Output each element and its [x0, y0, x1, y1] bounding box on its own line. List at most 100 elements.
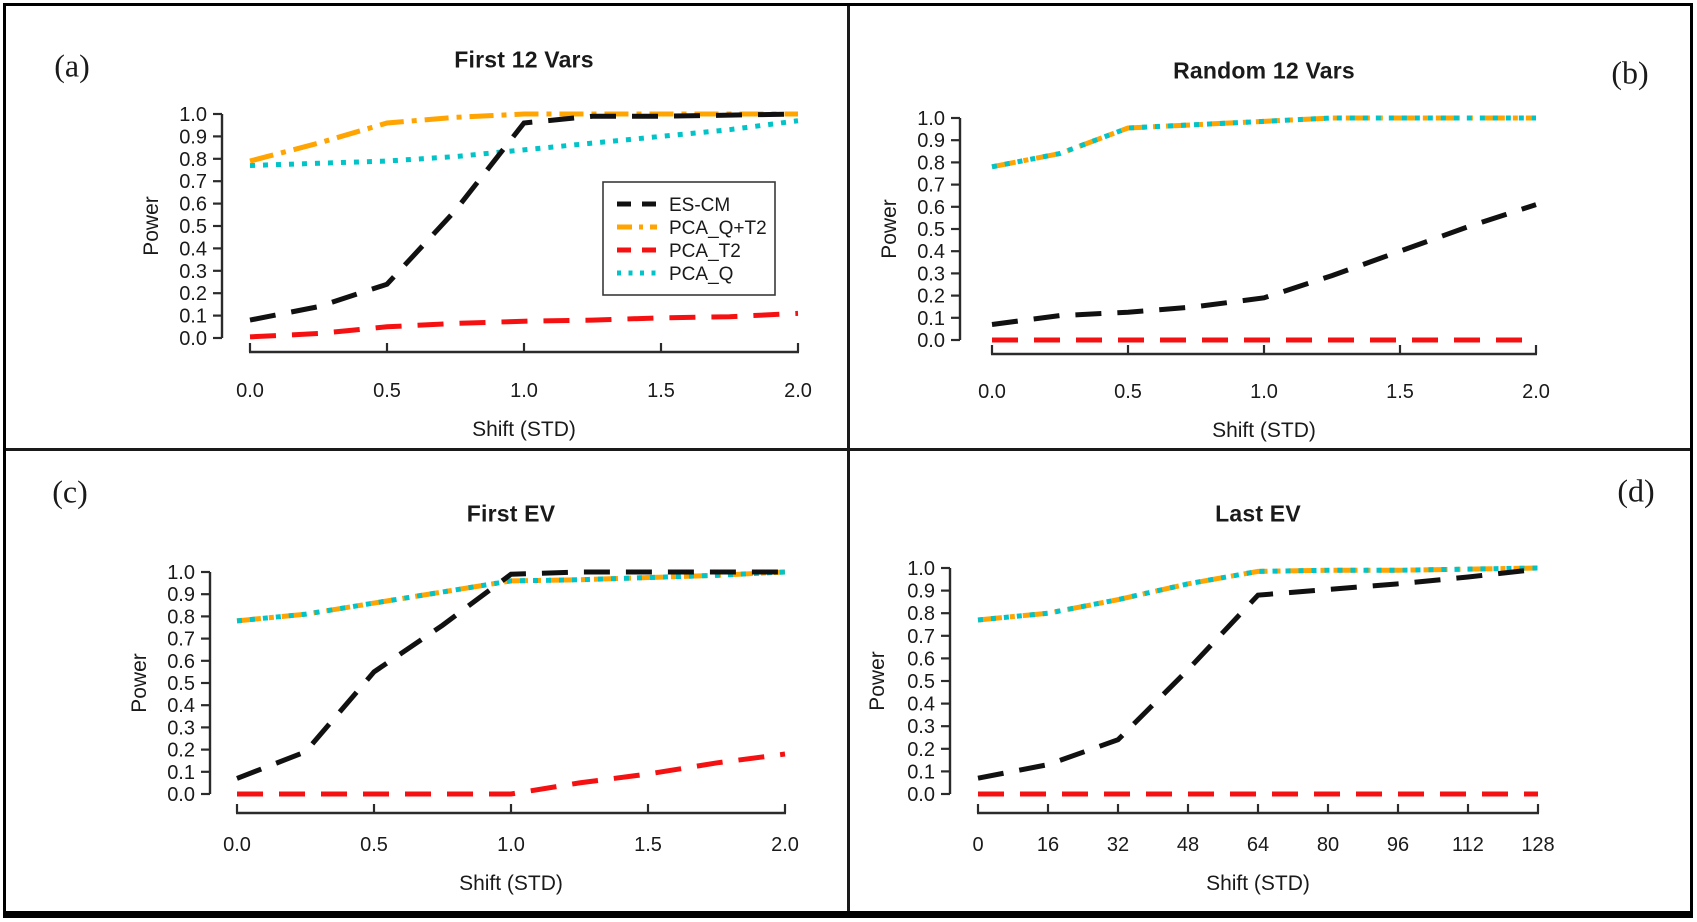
y-tick-label: 0.1: [179, 306, 207, 328]
y-tick-label: 0.2: [917, 286, 945, 308]
y-tick-label: 1.0: [179, 104, 207, 126]
y-tick-label: 0.6: [917, 197, 945, 219]
panel-c-title: First EV: [466, 500, 556, 527]
panel-c-y-axis-label: Power: [128, 653, 151, 713]
x-tick-label: 112: [1452, 834, 1484, 856]
x-tick-label: 1.5: [1386, 381, 1414, 403]
x-tick-label: 1.5: [634, 834, 662, 856]
legend-label: ES-CM: [669, 195, 730, 216]
panel-c-x-axis-label: Shift (STD): [459, 872, 563, 895]
y-tick-label: 0.1: [167, 762, 195, 784]
panel-d-y-axis-label: Power: [866, 651, 889, 711]
y-tick-label: 0.5: [907, 671, 935, 693]
y-tick-label: 0.9: [917, 130, 945, 152]
x-tick-label: 16: [1037, 834, 1059, 856]
x-tick-label: 1.0: [497, 834, 525, 856]
y-tick-label: 0.3: [907, 716, 935, 738]
x-tick-label: 1.0: [1250, 381, 1278, 403]
y-tick-label: 0.6: [179, 194, 207, 216]
panel-b-y-axis-label: Power: [878, 199, 901, 259]
y-tick-label: 0.8: [179, 149, 207, 171]
panel-a-x-axis-label: Shift (STD): [472, 418, 576, 441]
x-tick-label: 0.5: [360, 834, 388, 856]
y-tick-label: 0.8: [917, 152, 945, 174]
x-tick-label: 80: [1317, 834, 1339, 856]
panel-b-series-pca-q: [991, 115, 1536, 170]
y-tick-label: 0.4: [917, 241, 945, 263]
y-tick-label: 0.8: [167, 606, 195, 628]
panel-d-x-axis-label: Shift (STD): [1206, 872, 1310, 895]
panel-d-corner-label: (d): [1617, 472, 1655, 509]
panel-c-series-es-cm: [236, 569, 785, 781]
legend-label: PCA_T2: [669, 241, 741, 262]
panel-d-title: Last EV: [1215, 500, 1301, 527]
y-tick-label: 0.7: [167, 629, 195, 651]
legend-box: [602, 181, 776, 296]
x-tick-label: 2.0: [1522, 381, 1550, 403]
panel-b-corner-label: (b): [1611, 54, 1649, 91]
y-tick-label: 0.0: [907, 784, 935, 806]
x-tick-label: 1.0: [510, 380, 538, 402]
panel-a-plot: 0.00.10.20.30.40.50.60.70.80.91.00.0 0.5 1…: [179, 104, 812, 402]
x-tick-label: 0.5: [373, 380, 401, 402]
y-tick-label: 0.1: [907, 761, 935, 783]
y-tick-label: 0.5: [179, 216, 207, 238]
panel-b-x-axis-label: Shift (STD): [1212, 419, 1316, 442]
x-tick-label: 2.0: [771, 834, 799, 856]
panel-divider-horizontal: [4, 448, 1692, 451]
panel-a-y-axis: 0.00.10.20.30.40.50.60.70.80.91.0: [179, 104, 224, 350]
y-tick-label: 0.3: [179, 261, 207, 283]
panel-b-series-pca-q-t2: [991, 115, 1536, 170]
panel-b-y-axis: 0.00.10.20.30.40.50.60.70.80.91.0: [917, 108, 962, 352]
y-tick-label: 0.0: [167, 784, 195, 806]
panel-a-corner-label: (a): [54, 47, 90, 84]
panel-divider-vertical: [847, 4, 850, 916]
y-tick-label: 0.9: [907, 581, 935, 603]
x-tick-label: 0.0: [236, 380, 264, 402]
y-tick-label: 0.0: [917, 330, 945, 352]
panel-c-plot: 0.00.10.20.30.40.50.60.70.80.91.00.0 0.5 1…: [167, 562, 799, 856]
panel-c-series-pca-t2: [237, 751, 786, 797]
y-tick-label: 0.6: [167, 651, 195, 673]
y-tick-label: 0.3: [167, 717, 195, 739]
y-tick-label: 0.2: [907, 739, 935, 761]
panel-d-x-axis: 0 16 32 48 64 80 96 112 128: [972, 804, 1555, 856]
panel-c-series-pca-q: [236, 569, 786, 624]
y-tick-label: 0.4: [907, 694, 935, 716]
panel-c-corner-label: (c): [52, 473, 88, 510]
x-tick-label: 2.0: [784, 380, 812, 402]
x-tick-label: 128: [1521, 834, 1554, 856]
x-tick-label: 32: [1107, 834, 1129, 856]
y-tick-label: 0.3: [917, 263, 945, 285]
panel-b-title: Random 12 Vars: [1173, 57, 1355, 84]
y-tick-label: 1.0: [917, 108, 945, 130]
panel-a-series-es-cm: [249, 111, 799, 323]
y-tick-label: 0.7: [179, 171, 207, 193]
panel-c-x-axis: 0.0 0.5 1.0 1.5 2.0: [223, 804, 799, 856]
panel-a-series-pca-q: [249, 118, 799, 169]
y-tick-label: 0.9: [167, 584, 195, 606]
x-tick-label: 0.0: [223, 834, 251, 856]
panel-d-y-axis: 0.00.10.20.30.40.50.60.70.80.91.0: [907, 558, 952, 806]
y-tick-label: 0.0: [179, 328, 207, 350]
x-tick-label: 48: [1177, 834, 1199, 856]
y-tick-label: 1.0: [167, 562, 195, 584]
panel-b-x-axis: 0.0 0.5 1.0 1.5 2.0: [978, 345, 1550, 403]
panel-d-plot: 0.00.10.20.30.40.50.60.70.80.91.0 0 16 32 48…: [907, 558, 1555, 856]
y-tick-label: 0.1: [917, 308, 945, 330]
panel-b-plot: 0.00.10.20.30.40.50.60.70.80.91.00.0 0.5 1…: [917, 108, 1550, 403]
y-tick-label: 0.2: [179, 283, 207, 305]
legend-label: PCA_Q: [669, 264, 733, 285]
panel-d-series-pca-q: [977, 565, 1539, 623]
panel-a-x-axis: 0.0 0.5 1.0 1.5 2.0: [236, 343, 812, 402]
y-tick-label: 0.4: [167, 695, 195, 717]
y-tick-label: 0.5: [917, 219, 945, 241]
y-tick-label: 0.5: [167, 673, 195, 695]
x-tick-label: 64: [1247, 834, 1269, 856]
panel-a-y-axis-label: Power: [140, 196, 163, 256]
panel-d-series-es-cm: [977, 566, 1539, 781]
x-tick-label: 0.0: [978, 381, 1006, 403]
